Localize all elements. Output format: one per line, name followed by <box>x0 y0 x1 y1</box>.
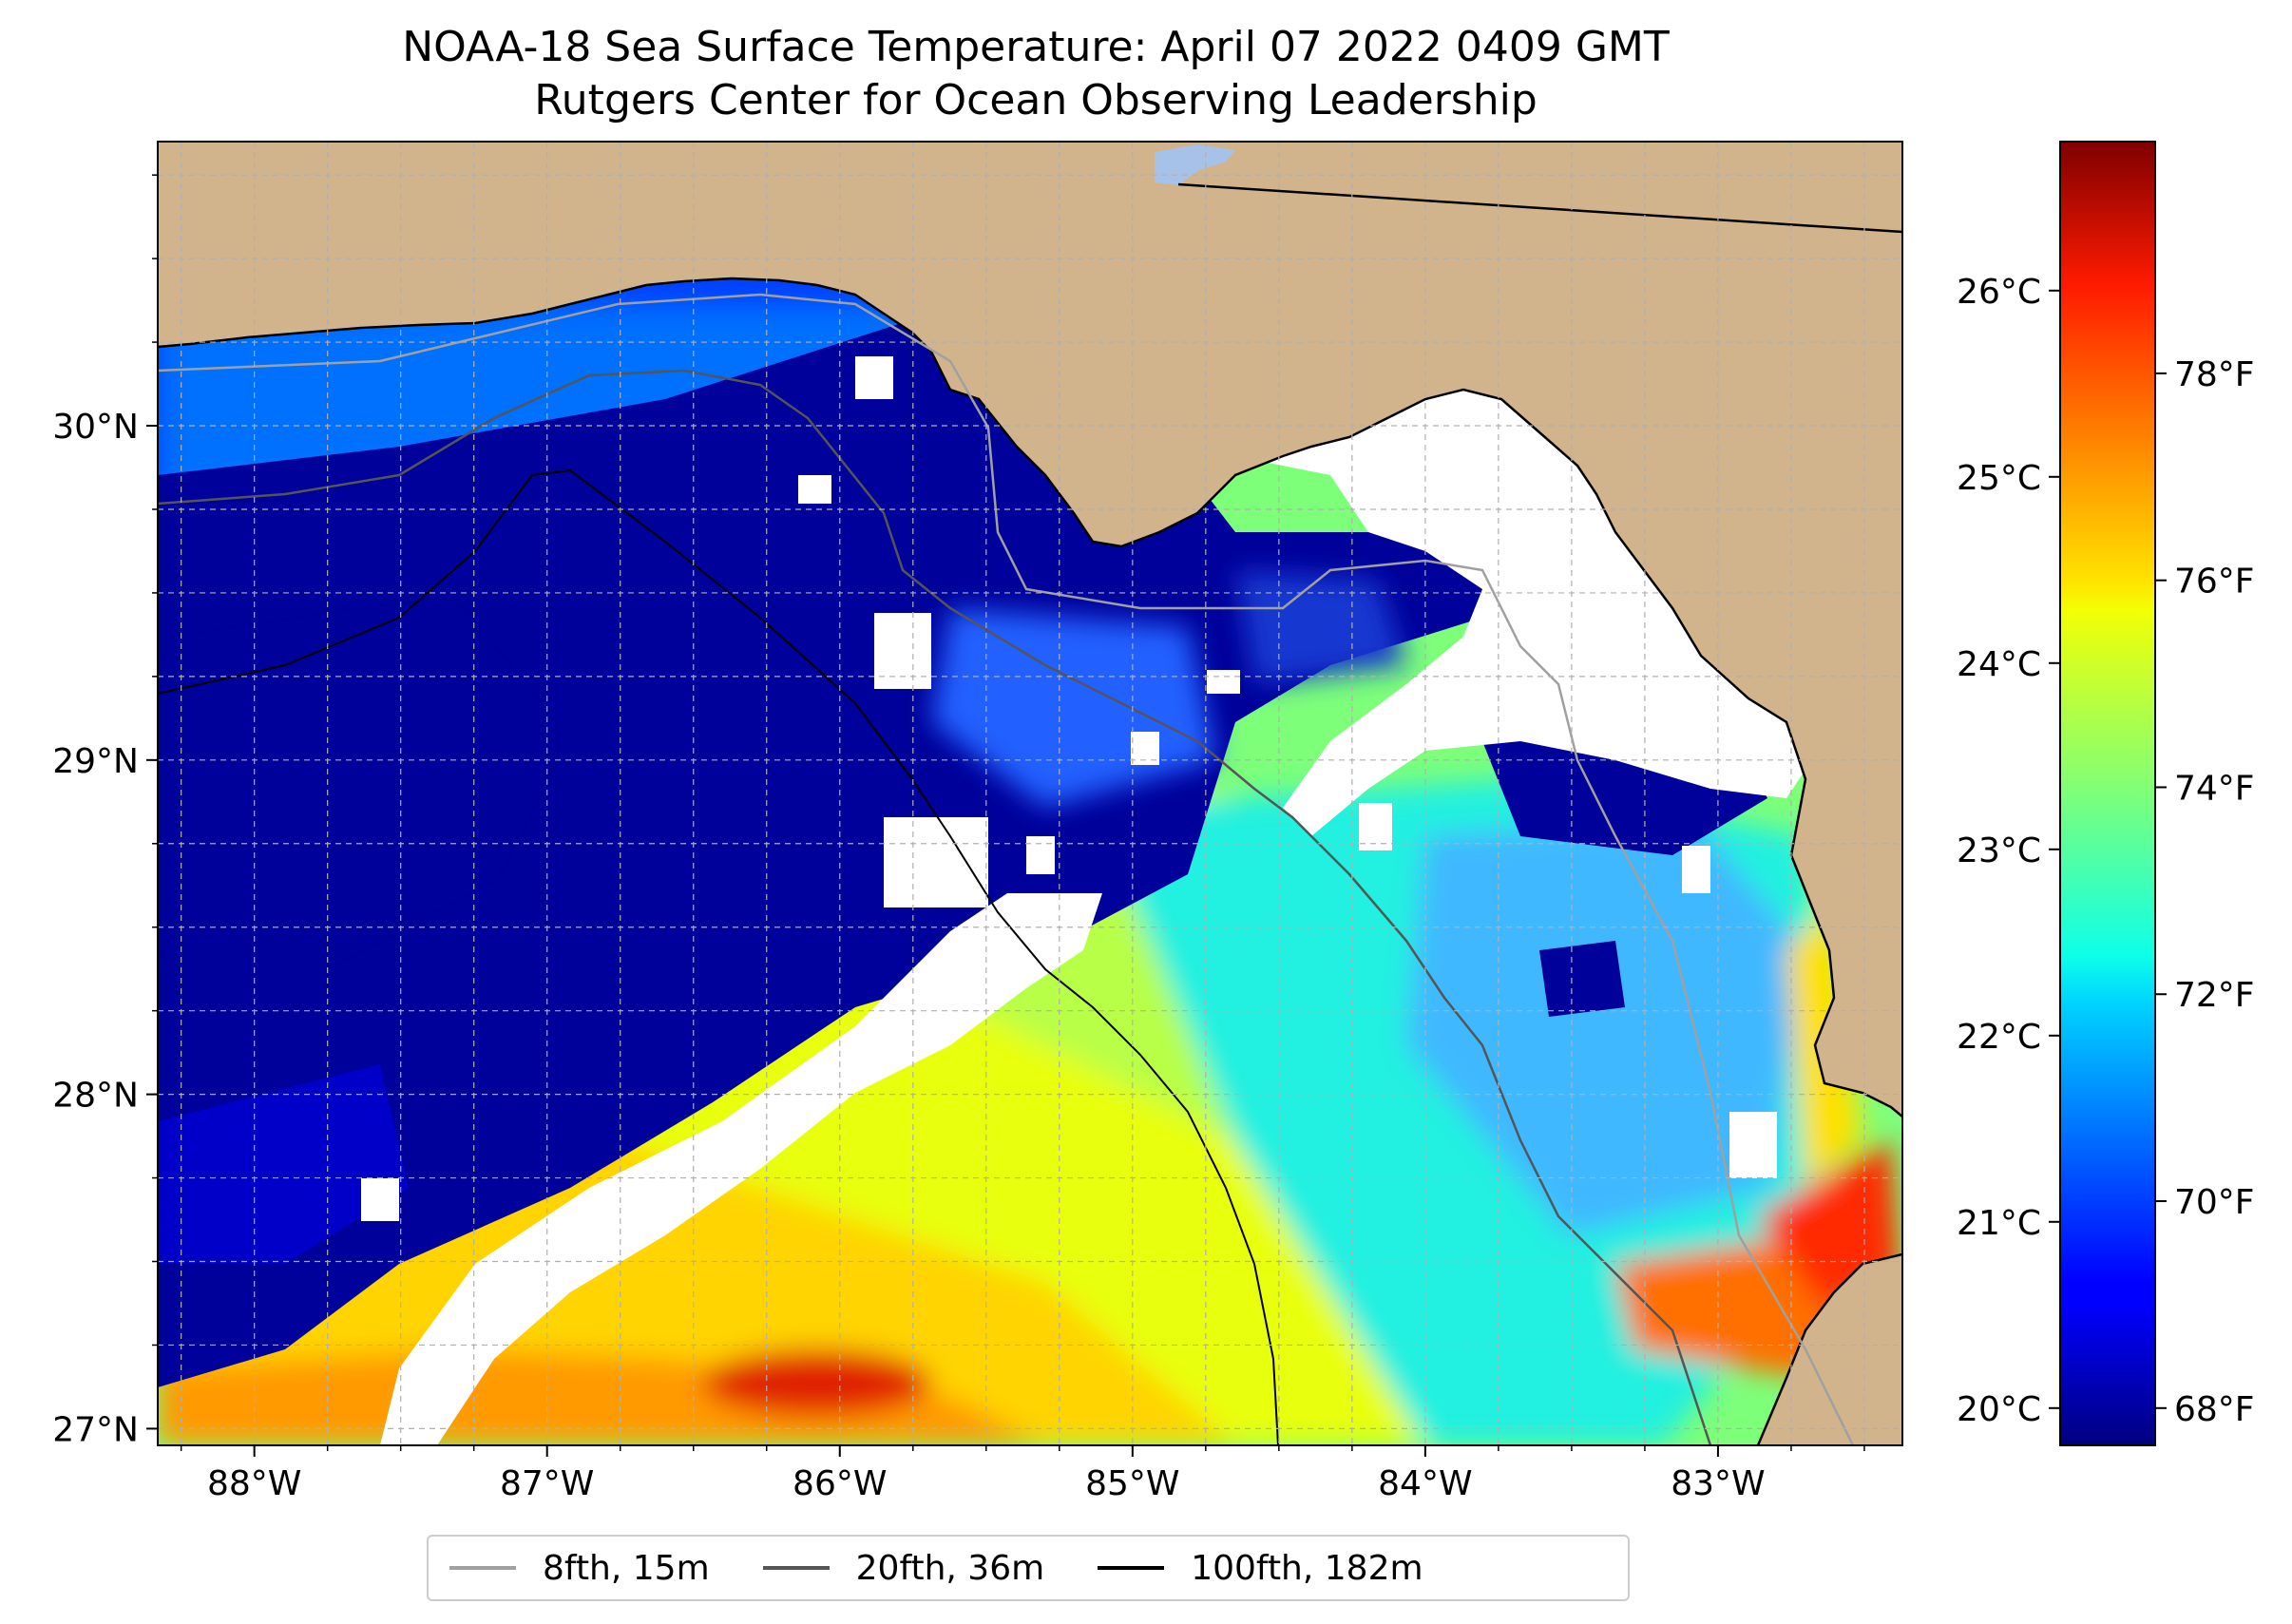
contour-100fth <box>158 468 1279 1445</box>
colorbar-celsius-axis: 20°C 21°C 22°C 23°C 24°C 25°C 26°C <box>1957 273 2060 1429</box>
colorbar-fahrenheit-axis: 68°F 70°F 72°F 74°F 76°F 78°F <box>2155 355 2255 1429</box>
lon-tick-label: 85°W <box>1085 1464 1179 1503</box>
contour-20fth <box>158 369 1712 1445</box>
celsius-tick-label: 22°C <box>1957 1018 2041 1057</box>
lon-tick-label: 88°W <box>207 1464 301 1503</box>
lon-tick-label: 86°W <box>793 1464 887 1503</box>
legend-item-100fth: 100fth, 182m <box>1098 1549 1423 1588</box>
lat-tick-label: 28°N <box>52 1077 139 1116</box>
lon-tick-label: 87°W <box>500 1464 594 1503</box>
chart-subtitle: Rutgers Center for Ocean Observing Leade… <box>534 76 1538 124</box>
celsius-tick-label: 25°C <box>1957 459 2041 498</box>
celsius-tick-label: 21°C <box>1957 1204 2041 1243</box>
fahrenheit-tick-label: 72°F <box>2174 976 2255 1015</box>
fahrenheit-tick-label: 70°F <box>2174 1183 2255 1222</box>
legend-label: 100fth, 182m <box>1191 1548 1423 1588</box>
celsius-tick-label: 26°C <box>1957 273 2041 312</box>
longitude-axis: 88°W 87°W 86°W 85°W 84°W 83°W <box>180 1445 1865 1503</box>
gridlines <box>158 142 1902 1445</box>
legend-label: 20fth, 36m <box>855 1548 1045 1588</box>
latitude-axis: 27°N 28°N 29°N 30°N <box>52 174 158 1449</box>
chart-title: NOAA-18 Sea Surface Temperature: April 0… <box>402 23 1670 71</box>
map-frame <box>157 141 1903 1446</box>
lon-tick-label: 83°W <box>1671 1464 1765 1503</box>
contour-legend: 8fth, 15m 20fth, 36m 100fth, 182m <box>427 1535 1630 1601</box>
lat-tick-label: 29°N <box>52 742 139 781</box>
sst-field <box>158 142 1902 1445</box>
legend-swatch <box>1098 1566 1165 1570</box>
celsius-tick-label: 23°C <box>1957 831 2041 870</box>
legend-item-20fth: 20fth, 36m <box>762 1548 1045 1588</box>
celsius-tick-label: 24°C <box>1957 645 2041 684</box>
colorbar <box>2059 141 2156 1446</box>
lat-tick-label: 30°N <box>52 408 139 447</box>
legend-item-8fth: 8fth, 15m <box>449 1549 710 1588</box>
legend-swatch <box>449 1566 516 1570</box>
legend-swatch <box>762 1566 830 1570</box>
contour-8fth <box>158 293 1855 1445</box>
fahrenheit-tick-label: 76°F <box>2174 563 2255 602</box>
celsius-tick-label: 20°C <box>1957 1390 2041 1429</box>
legend-label: 8fth, 15m <box>543 1548 710 1588</box>
lon-tick-label: 84°W <box>1378 1464 1472 1503</box>
fahrenheit-tick-label: 74°F <box>2174 769 2255 808</box>
fahrenheit-tick-label: 68°F <box>2174 1390 2255 1429</box>
lat-tick-label: 27°N <box>52 1410 139 1449</box>
fahrenheit-tick-label: 78°F <box>2174 355 2255 394</box>
